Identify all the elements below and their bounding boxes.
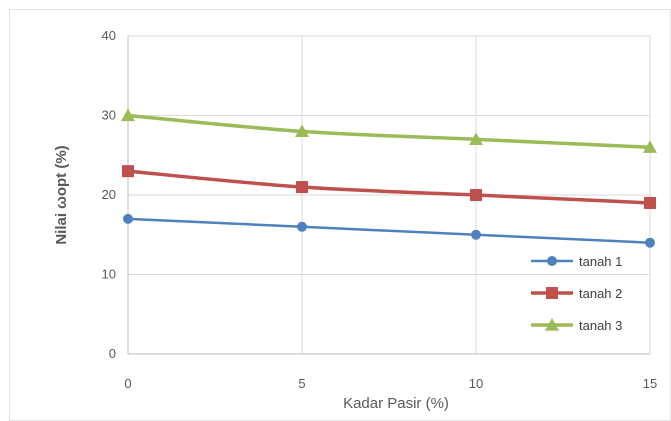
- series-line: [127, 113, 651, 150]
- series-tanah-2: [122, 165, 656, 209]
- legend-marker: [547, 256, 557, 266]
- data-point: [470, 189, 482, 201]
- axes: 0 10 20 30 40 0 5 10 15: [102, 28, 658, 391]
- series-line: [127, 217, 651, 244]
- data-point: [121, 108, 135, 122]
- data-point: [296, 181, 308, 194]
- y-tick-label: 0: [109, 346, 116, 361]
- legend-marker: [546, 287, 558, 299]
- data-point: [471, 229, 481, 240]
- legend-label: tanah 2: [579, 286, 622, 301]
- series-tanah-3: [121, 108, 657, 153]
- legend-item: tanah 3: [531, 318, 622, 333]
- x-axis-title: Kadar Pasir (%): [343, 395, 449, 412]
- x-tick-label: 10: [469, 376, 483, 391]
- legend-item: tanah 2: [531, 286, 622, 301]
- data-point: [645, 237, 655, 248]
- legend-label: tanah 1: [579, 254, 622, 269]
- y-tick-label: 20: [102, 187, 116, 202]
- y-tick-label: 30: [102, 108, 116, 123]
- legend-marker: [545, 318, 559, 331]
- legend-label: tanah 3: [579, 318, 622, 333]
- data-point: [295, 124, 309, 137]
- series: [121, 108, 657, 248]
- y-tick-label: 40: [102, 28, 116, 43]
- x-tick-label: 15: [643, 376, 657, 391]
- series-line: [127, 169, 651, 205]
- data-point: [644, 196, 656, 209]
- series-tanah-1: [123, 213, 655, 248]
- data-point: [123, 213, 133, 224]
- legend: tanah 1 tanah 2 tanah 3: [531, 254, 622, 333]
- data-point: [643, 140, 657, 153]
- data-point: [122, 165, 134, 178]
- legend-item: tanah 1: [531, 254, 622, 269]
- data-point: [297, 221, 307, 232]
- x-tick-label: 5: [298, 376, 305, 391]
- data-point: [469, 132, 483, 145]
- x-tick-label: 0: [124, 376, 131, 391]
- y-tick-label: 10: [102, 267, 116, 282]
- y-axis-title: Nilai ωopt (%): [53, 145, 70, 244]
